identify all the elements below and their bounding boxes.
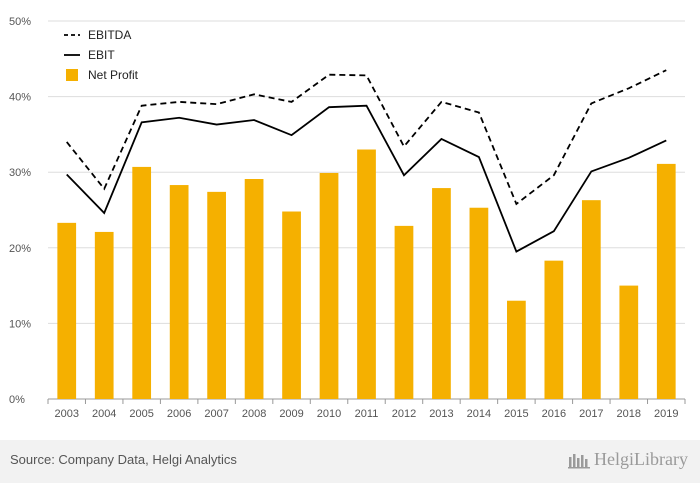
x-tick-label: 2010 xyxy=(317,408,341,420)
x-tick-label: 2005 xyxy=(129,408,153,420)
x-tick-label: 2008 xyxy=(242,408,266,420)
legend-label: Net Profit xyxy=(88,68,139,82)
bar xyxy=(94,231,114,399)
brand-logo: HelgiLibrary xyxy=(568,449,688,470)
x-tick-label: 2004 xyxy=(92,408,116,420)
x-tick-label: 2016 xyxy=(542,408,566,420)
y-tick-label: 10% xyxy=(9,318,31,330)
x-tick-label: 2011 xyxy=(355,408,379,420)
bar xyxy=(132,166,152,399)
brand-name: HelgiLibrary xyxy=(594,449,688,469)
bar xyxy=(544,260,564,399)
legend-label: EBIT xyxy=(88,48,115,62)
bar xyxy=(432,188,451,399)
bar xyxy=(244,179,264,399)
bar xyxy=(507,300,526,399)
x-tick-label: 2003 xyxy=(54,408,78,420)
y-tick-label: 30% xyxy=(9,167,31,179)
bar xyxy=(394,225,414,399)
y-tick-label: 0% xyxy=(9,394,25,406)
bar xyxy=(619,285,639,399)
bar xyxy=(207,191,226,399)
x-tick-label: 2019 xyxy=(654,408,678,420)
bar xyxy=(169,185,189,399)
legend-label: EBITDA xyxy=(88,28,131,42)
x-tick-label: 2006 xyxy=(167,408,191,420)
bar xyxy=(357,149,376,399)
bar xyxy=(319,172,339,399)
y-tick-label: 20% xyxy=(9,243,31,255)
source-text: Source: Company Data, Helgi Analytics xyxy=(10,452,237,467)
series-line-ebit xyxy=(66,104,667,253)
x-tick-label: 2012 xyxy=(392,408,416,420)
legend-swatch xyxy=(66,69,78,81)
chart-svg: 0% 10% 20% 30% 40% 50% 2003 2004 2005 2006 2007 200… xyxy=(9,16,686,420)
bar xyxy=(656,163,676,399)
x-tick-label: 2007 xyxy=(204,408,228,420)
library-icon xyxy=(568,453,591,468)
x-tick-label: 2018 xyxy=(617,408,641,420)
x-tick-label: 2014 xyxy=(467,408,491,420)
x-tick-label: 2009 xyxy=(279,408,303,420)
y-tick-label: 40% xyxy=(9,92,31,104)
x-tick-label: 2017 xyxy=(579,408,603,420)
y-tick-label: 50% xyxy=(9,16,31,28)
x-tick-label: 2013 xyxy=(429,408,453,420)
bar xyxy=(282,211,301,399)
bar xyxy=(581,200,601,399)
bar xyxy=(57,222,77,399)
bar xyxy=(469,207,489,399)
x-tick-label: 2015 xyxy=(504,408,528,420)
